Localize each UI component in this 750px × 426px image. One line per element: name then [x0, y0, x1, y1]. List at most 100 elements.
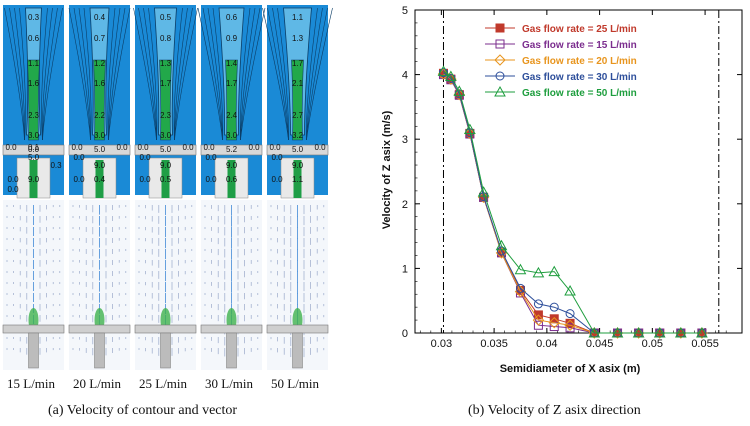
- nozzle-plate: [68, 144, 131, 156]
- data-point: [495, 239, 508, 251]
- vector-nozzle-plate: [266, 324, 329, 334]
- nozzle-jet: [293, 160, 302, 198]
- data-point: [564, 284, 576, 296]
- contour-value-label: 3.0: [226, 131, 238, 140]
- contour-value-label: 0.0: [205, 153, 217, 162]
- series-line: [443, 74, 702, 334]
- contour-value-label: 9.0: [292, 161, 304, 170]
- contour-value-label: 1.2: [94, 59, 106, 68]
- contour-value-label: 5.0: [94, 145, 106, 154]
- data-point: [549, 314, 559, 324]
- series-line: [443, 73, 702, 334]
- contour-value-label: 9.0: [226, 161, 238, 170]
- vector-nozzle-plate: [200, 324, 263, 334]
- contour-value-label: 0.0: [7, 175, 19, 184]
- contour-value-label: 0.0: [205, 175, 217, 184]
- contour-value-label: 3.0: [160, 131, 172, 140]
- nozzle-plate: [2, 144, 65, 156]
- contour-value-label: 2.3: [28, 111, 40, 120]
- contour-line: [272, 7, 289, 141]
- contour-value-label: 0.6: [28, 34, 40, 43]
- contour-value-label: 9.0: [28, 175, 40, 184]
- x-tick-label: 0.05: [642, 338, 663, 350]
- contour-column: 0.30.61.11.62.33.00.0 0.10.05.00.00.39.00…: [2, 5, 65, 199]
- contour-value-label: 1.1: [292, 13, 304, 22]
- series-4: [438, 68, 707, 338]
- legend-marker: [494, 85, 506, 97]
- y-tick-label: 2: [402, 199, 408, 211]
- contour-value-label: 1.1: [292, 175, 304, 184]
- y-tick-label: 4: [402, 70, 408, 82]
- contour-line: [197, 7, 223, 141]
- contour-line: [73, 7, 91, 141]
- contour-line: [108, 7, 126, 141]
- nozzle-jet: [95, 160, 104, 198]
- series-1: [438, 68, 707, 338]
- data-point: [515, 283, 525, 293]
- data-point: [548, 316, 560, 329]
- y-tick-label: 3: [402, 134, 408, 146]
- legend-entry: Gas flow rate = 15 L/min: [522, 40, 637, 51]
- flow-rate-label: 20 L/min: [73, 376, 122, 391]
- contour-value-label: 0.0: [5, 143, 17, 152]
- contour-line: [4, 7, 25, 141]
- contour-line: [68, 7, 91, 141]
- data-point: [588, 326, 601, 338]
- data-point: [514, 263, 527, 275]
- jet-core: [225, 59, 238, 141]
- contour-value-label: 2.4: [226, 111, 238, 120]
- contour-column: 1.11.31.72.12.73.20.0 0.05.00.01.19.00.0: [262, 5, 333, 199]
- data-point: [565, 323, 575, 333]
- series-3: [437, 68, 708, 339]
- contour-value-label: 1.3: [292, 34, 304, 43]
- contour-line: [19, 7, 26, 141]
- contour-line: [173, 7, 183, 141]
- contour-value-label: 0.0: [271, 175, 283, 184]
- contour-value-label: 0.3: [50, 161, 62, 170]
- contour-column: 0.40.71.21.62.23.00.0 0.05.00.00.49.00.0: [68, 5, 131, 199]
- contour-line: [14, 7, 25, 141]
- vector-nozzle-body: [28, 332, 39, 369]
- contour-value-label: 1.7: [292, 59, 304, 68]
- y-axis-label: Velocity of Z asix (m/s): [381, 110, 393, 229]
- contour-value-label: 0.6: [226, 175, 238, 184]
- y-tick-label: 1: [402, 263, 408, 275]
- contour-line: [306, 7, 323, 141]
- jet-core: [93, 59, 106, 141]
- jet-core: [291, 59, 304, 141]
- contour-value-label: 0.0: [139, 153, 151, 162]
- data-point: [464, 127, 476, 140]
- contour-line: [306, 7, 328, 141]
- contour-value-label: 1.7: [226, 79, 238, 88]
- contour-line: [148, 7, 158, 141]
- series-5: [437, 65, 708, 338]
- data-point: [437, 65, 450, 76]
- contour-value-label: 5.0: [160, 145, 172, 154]
- contour-value-label: 1.3: [160, 59, 172, 68]
- panel-b-caption: (b) Velocity of Z asix direction: [468, 403, 641, 418]
- data-point: [565, 309, 575, 319]
- contour-value-label: 0.1: [28, 143, 40, 152]
- contour-line: [42, 7, 58, 141]
- x-tick-label: 0.045: [586, 338, 614, 350]
- contour-value-label: 0.0: [139, 175, 151, 184]
- contour-value-label: 0.0: [271, 153, 283, 162]
- contour-value-label: 0.0: [203, 143, 215, 152]
- contour-line: [262, 7, 289, 141]
- contour-line: [107, 7, 116, 141]
- vector-field: [200, 200, 263, 370]
- x-tick-label: 0.04: [536, 338, 557, 350]
- legend-entry: Gas flow rate = 30 L/min: [522, 72, 637, 83]
- vector-nozzle-body: [292, 332, 303, 369]
- jet-core: [159, 59, 172, 141]
- contour-value-label: 0.5: [160, 13, 172, 22]
- contour-line: [207, 7, 223, 141]
- contour-value-label: 9.0: [160, 161, 172, 170]
- contour-value-label: 0.4: [94, 175, 106, 184]
- data-point: [532, 266, 545, 278]
- legend-marker: [495, 39, 505, 49]
- contour-value-label: 9.0: [94, 161, 106, 170]
- contour-line: [78, 7, 91, 141]
- flow-rate-label: 25 L/min: [139, 376, 188, 391]
- contour-line: [174, 7, 198, 141]
